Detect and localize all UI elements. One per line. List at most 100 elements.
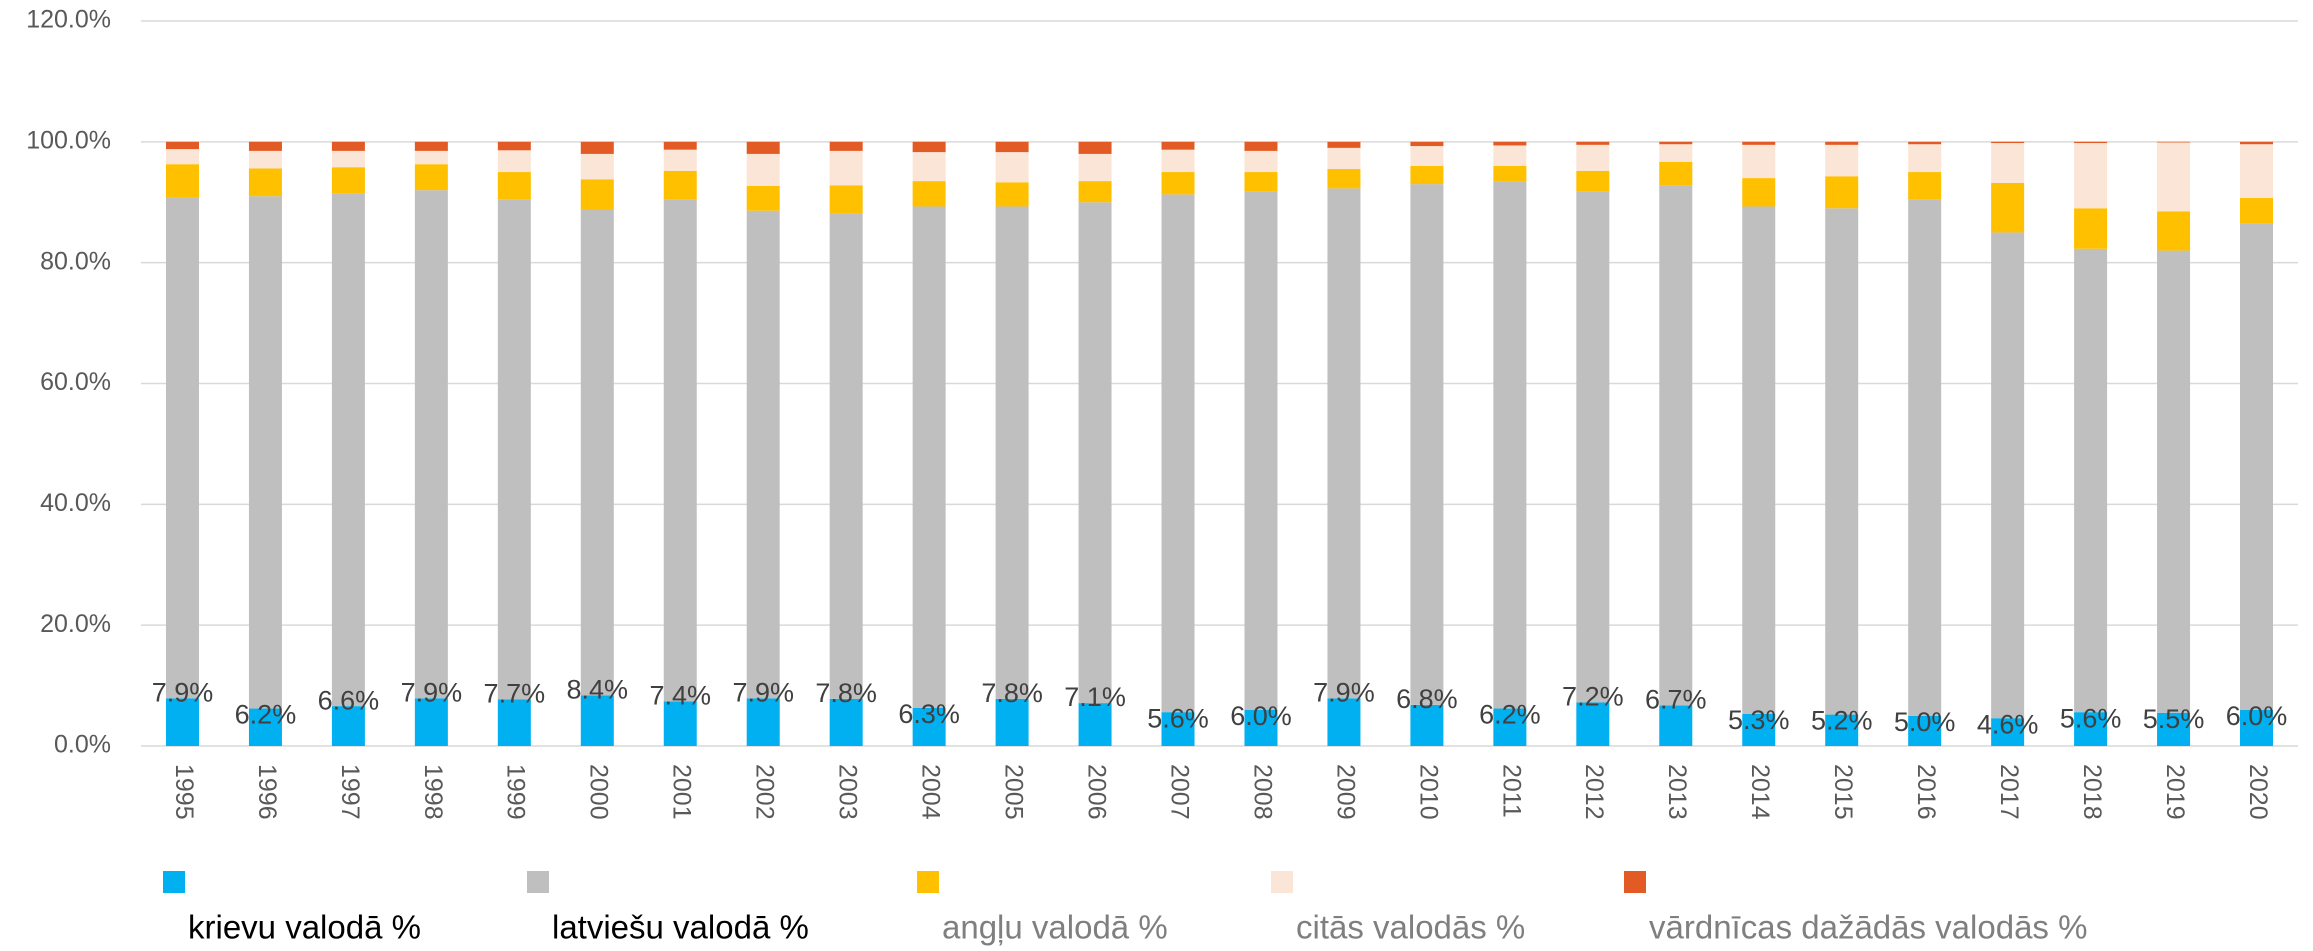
legend-swatch <box>163 871 185 893</box>
bar-segment <box>1908 141 1942 145</box>
x-tick-label: 2007 <box>1165 764 1193 820</box>
bar-segment <box>1576 141 1610 145</box>
data-label: 5.6% <box>2060 703 2122 733</box>
x-tick-label: 2006 <box>1082 764 1110 820</box>
bar-segment <box>1742 178 1776 207</box>
bar-segment <box>497 150 531 173</box>
x-tick-label: 2004 <box>917 764 945 820</box>
x-tick-label: 1998 <box>419 764 447 820</box>
x-tick-label: 2011 <box>1497 764 1525 818</box>
bar-segment <box>1244 709 1278 746</box>
bar-segment <box>165 698 199 746</box>
bar-segment <box>2240 198 2274 224</box>
data-label: 6.6% <box>318 685 380 715</box>
bar-segment <box>1410 704 1444 746</box>
bar-segment <box>580 179 614 210</box>
bar-segment <box>331 141 365 151</box>
legend-label: citās valodās % <box>1296 909 1525 946</box>
bar-segment <box>580 141 614 154</box>
y-tick-label: 20.0% <box>40 610 111 638</box>
bar-segment <box>331 150 365 168</box>
bar-segment <box>414 150 448 165</box>
x-tick-label: 2015 <box>1829 764 1857 820</box>
bar-segment <box>414 164 448 191</box>
bar-segment <box>1576 191 1610 703</box>
bar-segment <box>912 206 946 708</box>
x-tick-label: 2010 <box>1414 764 1442 820</box>
data-label: 7.4% <box>649 680 711 710</box>
bar-segment <box>248 708 282 746</box>
x-tick-label: 2008 <box>1248 764 1276 820</box>
bar-segment <box>912 181 946 207</box>
data-label: 7.8% <box>981 678 1043 708</box>
bar-segment <box>1410 184 1444 705</box>
bar-segment <box>580 209 614 696</box>
bar-segment <box>1659 144 1693 162</box>
data-label: 4.6% <box>1977 709 2039 739</box>
data-label: 7.1% <box>1064 682 1126 712</box>
x-tick-label: 1996 <box>253 764 281 820</box>
bar-segment <box>248 168 282 197</box>
bar-segment <box>2074 248 2108 713</box>
data-label: 5.2% <box>1811 706 1873 736</box>
bar-segment <box>1908 172 1942 200</box>
legend-swatch <box>917 871 939 893</box>
bar-segment <box>414 698 448 746</box>
x-tick-label: 2017 <box>1995 764 2023 820</box>
bar-segment <box>580 153 614 180</box>
x-tick-label: 2001 <box>668 764 696 820</box>
bar-segment <box>1825 144 1859 177</box>
bar-segment <box>1659 185 1693 706</box>
bar-segment <box>1161 141 1195 150</box>
x-tick-label: 2013 <box>1663 764 1691 820</box>
bar-segment <box>746 141 780 154</box>
bar-segment <box>414 190 448 699</box>
bar-segment <box>497 699 531 746</box>
bar-segment <box>165 197 199 699</box>
x-tick-label: 1995 <box>170 764 198 820</box>
data-label: 6.8% <box>1396 684 1458 714</box>
bar-segment <box>2157 141 2191 143</box>
bar-segment <box>2157 142 2191 212</box>
bar-segment <box>746 153 780 186</box>
x-tick-label: 2020 <box>2244 764 2272 820</box>
bar-segment <box>497 199 531 700</box>
bar-segment <box>1078 153 1112 182</box>
bar-segment <box>1327 169 1361 189</box>
bar-segment <box>1161 149 1195 173</box>
bar-segment <box>1078 141 1112 154</box>
bar-segment <box>912 141 946 153</box>
legend-swatch <box>1624 871 1646 893</box>
bar-segment <box>331 167 365 194</box>
x-tick-label: 2014 <box>1746 764 1774 820</box>
bar-segment <box>331 193 365 707</box>
bar-segment <box>2240 223 2274 710</box>
x-tick-label: 1999 <box>502 764 530 820</box>
data-label: 7.2% <box>1562 682 1624 712</box>
bar-segment <box>746 698 780 746</box>
data-label: 5.5% <box>2143 704 2205 734</box>
x-tick-label: 1997 <box>336 764 364 820</box>
bar-segment <box>1493 166 1527 182</box>
x-tick-label: 2019 <box>2161 764 2189 820</box>
bar-segment <box>1991 143 2025 183</box>
bar-segment <box>165 164 199 198</box>
data-label: 7.9% <box>152 677 214 707</box>
bar-segment <box>912 152 946 182</box>
data-label: 5.6% <box>1147 703 1209 733</box>
data-label: 6.0% <box>1230 701 1292 731</box>
bar-segment <box>1576 144 1610 171</box>
bar-segment <box>1742 206 1776 714</box>
bar-segment <box>995 152 1029 183</box>
bar-segment <box>165 141 199 150</box>
data-label: 6.2% <box>235 700 297 730</box>
bar-segment <box>1825 208 1859 715</box>
bar-segment <box>1327 141 1361 148</box>
bar-segment <box>1161 194 1195 713</box>
bar-segment <box>1161 172 1195 195</box>
bar-segment <box>995 182 1029 207</box>
bar-segment <box>165 149 199 165</box>
bar-segment <box>2157 712 2191 746</box>
bar-segment <box>912 707 946 746</box>
